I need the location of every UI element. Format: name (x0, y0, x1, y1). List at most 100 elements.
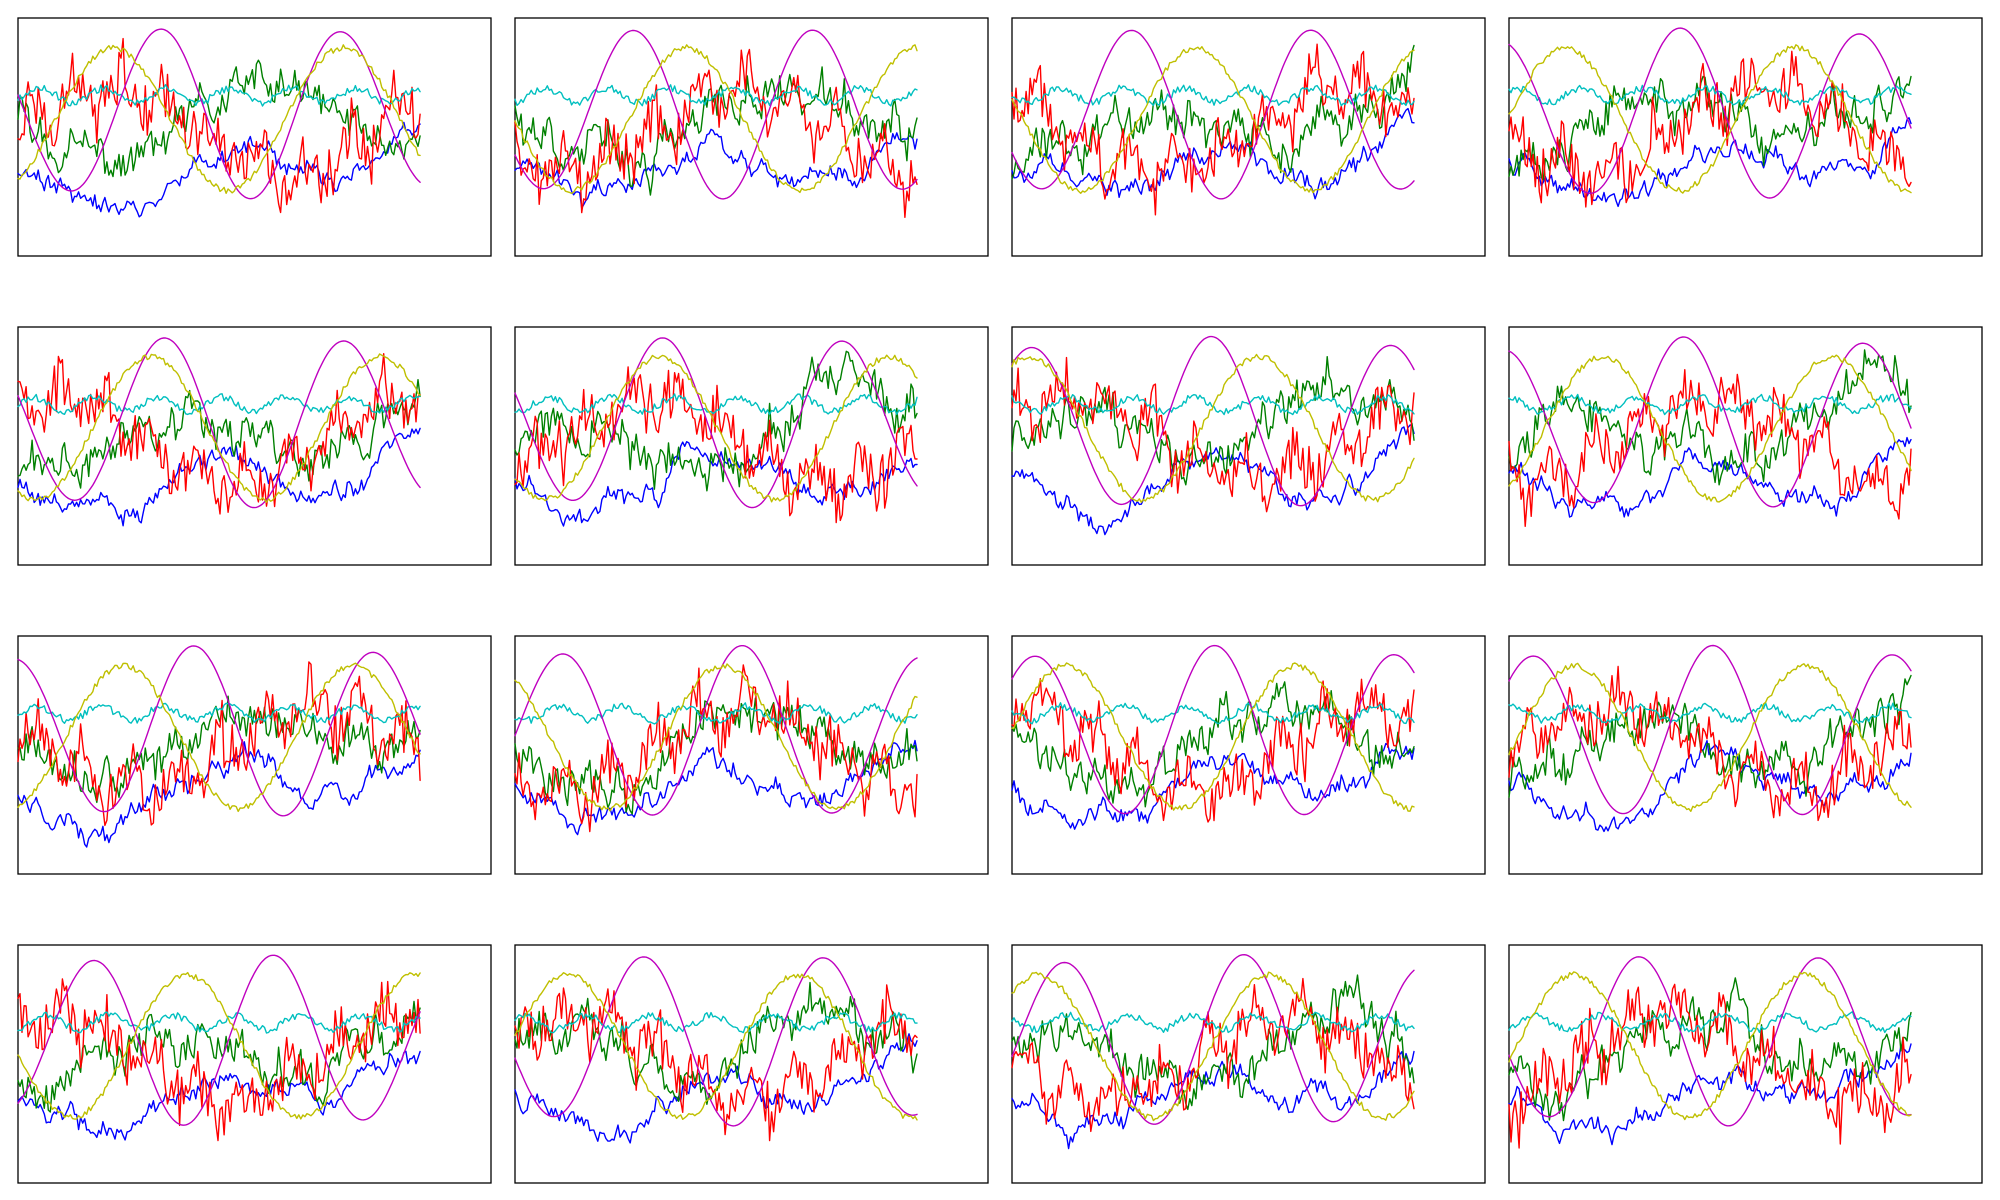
series-line (17, 353, 421, 503)
series-line (17, 645, 421, 817)
panel-frame (17, 326, 492, 566)
series-line (1508, 971, 1912, 1121)
series-line (1011, 1050, 1415, 1150)
series-line (1508, 393, 1912, 416)
series-line (1508, 50, 1912, 208)
series-line (1011, 954, 1415, 1125)
series-line (17, 1000, 421, 1113)
series-line (17, 702, 421, 724)
series-line (17, 353, 421, 515)
series-line (1508, 349, 1912, 486)
series-line (514, 350, 918, 492)
series-line (17, 121, 421, 218)
series-line (514, 441, 918, 527)
series-line (514, 663, 918, 812)
panel-frame (1011, 944, 1486, 1184)
panel-9 (17, 635, 492, 875)
series-line (1508, 436, 1912, 518)
series-line (1508, 336, 1912, 508)
series-line (17, 393, 421, 416)
series-line (514, 29, 918, 200)
series-line (17, 971, 421, 1120)
series-line (1011, 1011, 1415, 1034)
series-line (1508, 1043, 1912, 1146)
series-line (17, 978, 421, 1142)
series-line (17, 695, 421, 804)
series-line (17, 1050, 421, 1141)
series-line (1508, 354, 1912, 503)
series-line (1508, 702, 1912, 724)
panel-1 (17, 17, 492, 257)
series-line (1011, 702, 1415, 725)
series-line (1011, 662, 1415, 812)
panel-frame (1508, 17, 1983, 257)
series-line (1011, 84, 1415, 107)
panel-frame (514, 944, 989, 1184)
panel-5 (17, 326, 492, 566)
panel-13 (17, 944, 492, 1184)
series-line (17, 427, 421, 527)
series-line (1011, 107, 1415, 200)
series-line (17, 741, 421, 848)
series-line (514, 366, 918, 524)
panel-6 (514, 326, 989, 566)
series-line (514, 702, 918, 725)
series-line (1508, 27, 1912, 199)
panel-16 (1508, 944, 1983, 1184)
series-line (1011, 356, 1415, 513)
panel-14 (514, 944, 989, 1184)
series-line (1011, 644, 1415, 816)
panel-2 (514, 17, 989, 257)
panel-frame (514, 635, 989, 875)
series-line (514, 393, 918, 415)
series-line (1508, 665, 1912, 822)
series-line (1508, 117, 1912, 208)
panel-10 (514, 635, 989, 875)
series-line (514, 84, 918, 107)
series-line (1508, 662, 1912, 812)
series-line (1508, 977, 1912, 1122)
panel-4 (1508, 17, 1983, 257)
series-line (514, 981, 918, 1105)
series-line (17, 379, 421, 489)
series-line (1011, 977, 1415, 1133)
panel-frame (1508, 944, 1983, 1184)
panel-12 (1508, 635, 1983, 875)
series-line (1508, 84, 1912, 106)
series-line (1011, 678, 1415, 823)
series-line (1011, 974, 1415, 1111)
series-line (1508, 44, 1912, 194)
series-line (514, 1011, 918, 1034)
series-line (1011, 335, 1415, 507)
series-line (1011, 44, 1415, 180)
series-line (514, 645, 918, 816)
series-line (17, 954, 421, 1126)
series-line (1508, 956, 1912, 1127)
series-line (17, 44, 421, 194)
series-line (1011, 742, 1415, 830)
panel-11 (1011, 635, 1486, 875)
series-line (1011, 681, 1415, 808)
panel-frame (1508, 326, 1983, 566)
panel-frame (17, 944, 492, 1184)
panel-15 (1011, 944, 1486, 1184)
series-line (514, 1033, 918, 1144)
series-line (17, 662, 421, 813)
panel-7 (1011, 326, 1486, 566)
series-line (17, 1011, 421, 1034)
series-line (514, 354, 918, 503)
panel-frame (1011, 635, 1486, 875)
series-line (514, 337, 918, 509)
panel-3 (1011, 17, 1486, 257)
series-line (1011, 971, 1415, 1122)
series-line (514, 697, 918, 815)
series-line (514, 972, 918, 1121)
series-line (1011, 424, 1415, 536)
panel-8 (1508, 326, 1983, 566)
panel-frame (1011, 17, 1486, 257)
series-line (1011, 46, 1415, 194)
series-line (514, 956, 918, 1127)
series-line (1508, 983, 1912, 1149)
panel-frame (17, 17, 492, 257)
